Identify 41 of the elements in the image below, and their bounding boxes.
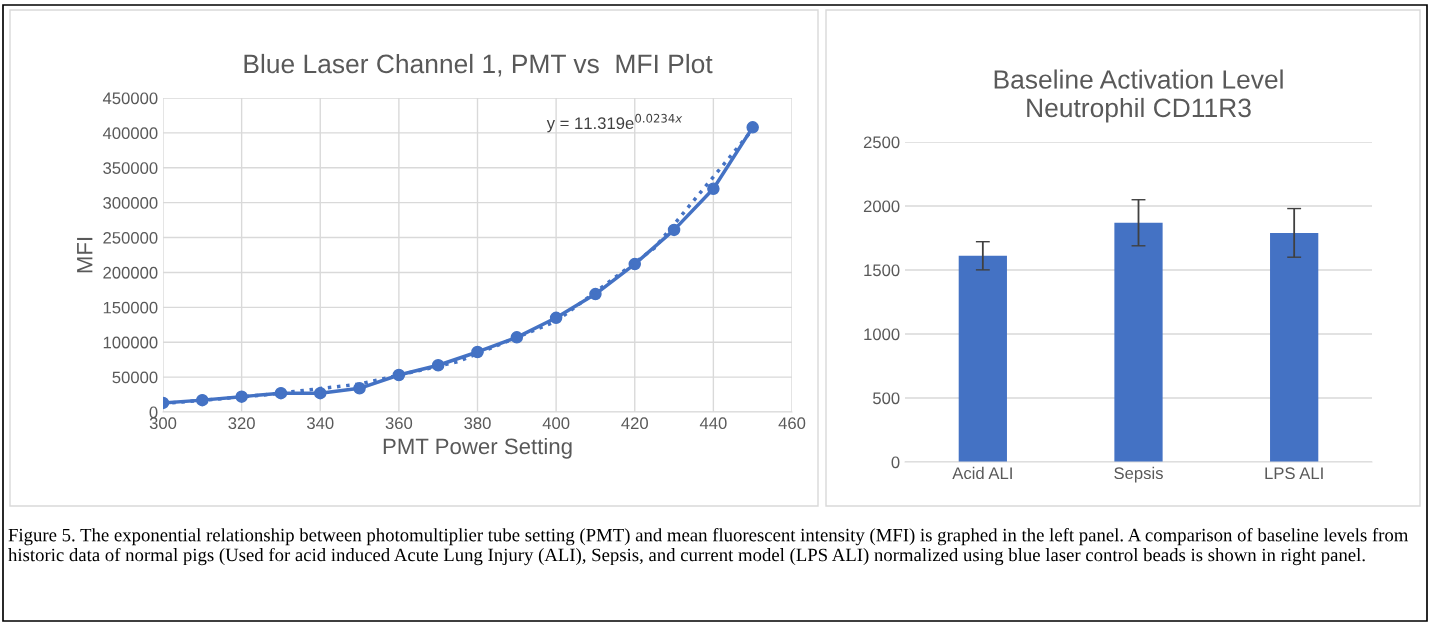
- point: [746, 121, 759, 134]
- y-tick-label: 350000: [103, 162, 158, 174]
- x-tick-label: Sepsis: [1114, 466, 1163, 483]
- point: [196, 393, 209, 407]
- x-tick-label: 380: [464, 417, 491, 430]
- point: [313, 386, 327, 400]
- x-tick-label: 340: [306, 417, 334, 430]
- y-tick-label: 2000: [863, 200, 900, 213]
- y-tick-label: 450000: [102, 92, 158, 105]
- point: [707, 182, 720, 195]
- chart-title: Baseline Activation Level Neutrophil CD11R3: [994, 69, 1283, 123]
- bar: [1114, 222, 1163, 462]
- chart-title: Blue Laser Channel 1, PMT vs MFI Plot: [244, 53, 713, 77]
- x-axis-title: PMT Power Setting: [383, 437, 572, 459]
- x-tick-label: LPS ALI: [1265, 467, 1323, 480]
- y-tick-label: 2500: [863, 136, 900, 149]
- y-tick-label: 1000: [864, 328, 900, 341]
- x-tick-label: 460: [778, 417, 806, 430]
- y-tick-label: 50000: [112, 371, 158, 384]
- annotation: y = 11.319e$^{0.0234x}$: [546, 113, 683, 133]
- bar: [958, 255, 1007, 462]
- y-tick-label: 200000: [103, 266, 158, 279]
- y-tick-label: 400000: [102, 127, 158, 140]
- caption: Figure 5. The exponential relationship between photomultiplier tube setting (PMT) and mean fluorescent intensity (MFI) is graphed in the left panel. A comparison of baseline levels from historic data of normal pigs (Used for acid induced Acute Lung Injury (ALI), Sepsis, and current model (LPS ALI) normalized using blue laser control beads is shown in right panel.: [8, 528, 1409, 566]
- y-axis-title: MFI: [77, 237, 93, 273]
- y-tick-label: 100000: [103, 336, 158, 349]
- x-tick-label: 300: [149, 417, 177, 430]
- x-tick-label: 420: [621, 417, 648, 430]
- y-tick-label: 1500: [864, 264, 900, 277]
- x-tick-label: 360: [385, 417, 413, 430]
- y-tick-label: 0: [891, 456, 900, 469]
- y-tick-label: 300000: [103, 197, 158, 209]
- bar: [1270, 232, 1319, 462]
- x-tick-label: 440: [699, 417, 727, 430]
- x-tick-label: Acid ALI: [952, 466, 1012, 480]
- x-tick-label: 320: [228, 417, 255, 430]
- x-tick-label: 400: [542, 417, 570, 430]
- y-tick-label: 500: [873, 392, 900, 405]
- y-tick-label: 250000: [103, 231, 158, 244]
- y-tick-label: 0: [149, 406, 158, 419]
- y-tick-label: 150000: [103, 301, 158, 314]
